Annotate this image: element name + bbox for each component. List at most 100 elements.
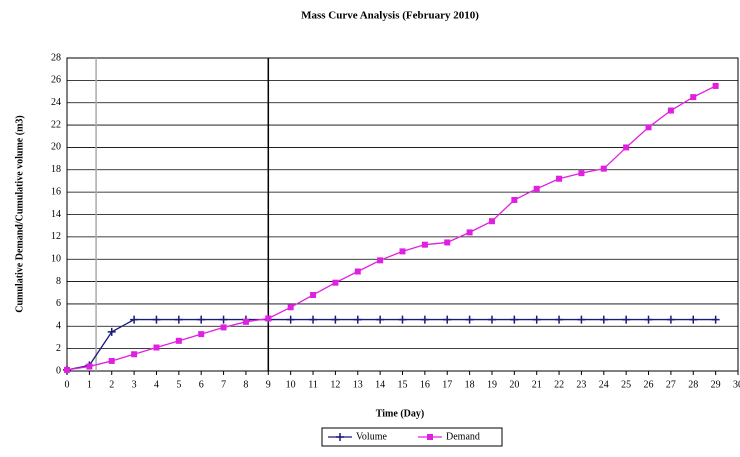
x-tick-label: 7 — [221, 379, 226, 390]
marker — [645, 124, 652, 131]
y-tick-label: 28 — [51, 52, 61, 63]
y-tick-label: 14 — [51, 209, 61, 220]
marker — [376, 315, 385, 324]
marker — [398, 315, 407, 324]
marker — [331, 315, 340, 324]
x-tick-label: 18 — [465, 379, 475, 390]
y-tick-label: 16 — [51, 186, 61, 197]
marker — [354, 268, 361, 275]
marker — [377, 257, 384, 264]
marker — [242, 318, 249, 325]
marker — [712, 82, 719, 89]
marker — [86, 363, 93, 370]
x-tick-label: 12 — [330, 379, 340, 390]
y-tick-label: 22 — [51, 119, 61, 130]
legend-box — [321, 427, 503, 447]
x-tick-label: 26 — [644, 379, 654, 390]
marker — [174, 315, 183, 324]
x-tick-label: 6 — [199, 379, 204, 390]
legend: Volume Demand — [321, 427, 503, 447]
y-tick-label: 0 — [56, 365, 61, 376]
marker — [108, 357, 115, 364]
y-axis-label: Cumulative Demand/Cumulative volume (m3) — [14, 115, 25, 313]
marker — [465, 315, 474, 324]
marker — [644, 315, 653, 324]
x-tick-label: 29 — [711, 379, 721, 390]
x-tick-label: 3 — [132, 379, 137, 390]
legend-marker — [336, 433, 344, 441]
marker — [533, 185, 540, 192]
x-tick-label: 23 — [576, 379, 586, 390]
marker — [219, 315, 228, 324]
marker — [532, 315, 541, 324]
marker — [466, 229, 473, 236]
marker — [420, 315, 429, 324]
x-tick-label: 13 — [353, 379, 363, 390]
marker — [444, 239, 451, 246]
marker — [690, 94, 697, 101]
y-tick-label: 4 — [56, 321, 61, 332]
x-tick-label: 25 — [621, 379, 631, 390]
marker — [622, 315, 631, 324]
y-tick-label: 26 — [51, 75, 61, 86]
x-tick-label: 9 — [266, 379, 271, 390]
x-tick-label: 15 — [398, 379, 408, 390]
marker — [555, 315, 564, 324]
x-tick-label: 5 — [176, 379, 181, 390]
x-tick-label: 14 — [375, 379, 385, 390]
x-tick-label: 0 — [65, 379, 70, 390]
marker — [511, 196, 518, 203]
x-tick-label: 19 — [487, 379, 497, 390]
marker — [667, 107, 674, 114]
marker — [599, 315, 608, 324]
legend-marker — [427, 434, 433, 440]
marker — [556, 175, 563, 182]
x-tick-label: 17 — [442, 379, 452, 390]
x-tick-label: 16 — [420, 379, 430, 390]
marker — [310, 291, 317, 298]
marker — [353, 315, 362, 324]
x-tick-label: 10 — [286, 379, 296, 390]
marker — [152, 315, 161, 324]
x-tick-label: 1 — [87, 379, 92, 390]
marker — [689, 315, 698, 324]
x-tick-label: 22 — [554, 379, 564, 390]
marker — [510, 315, 519, 324]
x-tick-label: 8 — [243, 379, 248, 390]
marker — [487, 315, 496, 324]
y-tick-label: 2 — [56, 343, 61, 354]
marker — [64, 366, 70, 373]
x-tick-label: 28 — [688, 379, 698, 390]
marker — [443, 315, 452, 324]
marker — [220, 324, 227, 331]
y-tick-label: 12 — [51, 231, 61, 242]
x-tick-label: 2 — [109, 379, 114, 390]
marker — [578, 170, 585, 177]
marker — [309, 315, 318, 324]
x-tick-label: 11 — [308, 379, 318, 390]
x-tick-label: 30 — [733, 379, 740, 390]
y-tick-label: 8 — [56, 276, 61, 287]
marker — [287, 304, 294, 311]
marker — [666, 315, 675, 324]
legend-label: Demand — [446, 431, 480, 442]
chart-title: Mass Curve Analysis (February 2010) — [301, 10, 479, 22]
marker — [265, 315, 272, 322]
x-tick-label: 21 — [532, 379, 542, 390]
y-tick-label: 10 — [51, 254, 61, 265]
x-tick-label: 4 — [154, 379, 159, 390]
marker — [623, 144, 630, 151]
marker — [711, 315, 720, 324]
x-tick-label: 24 — [599, 379, 609, 390]
marker — [197, 315, 206, 324]
marker — [286, 315, 295, 324]
marker — [175, 337, 182, 344]
marker — [130, 315, 139, 324]
marker — [488, 218, 495, 225]
marker — [399, 248, 406, 255]
y-tick-label: 6 — [56, 298, 61, 309]
series-line — [66, 85, 716, 371]
marker — [600, 165, 607, 172]
y-tick-label: 20 — [51, 142, 61, 153]
